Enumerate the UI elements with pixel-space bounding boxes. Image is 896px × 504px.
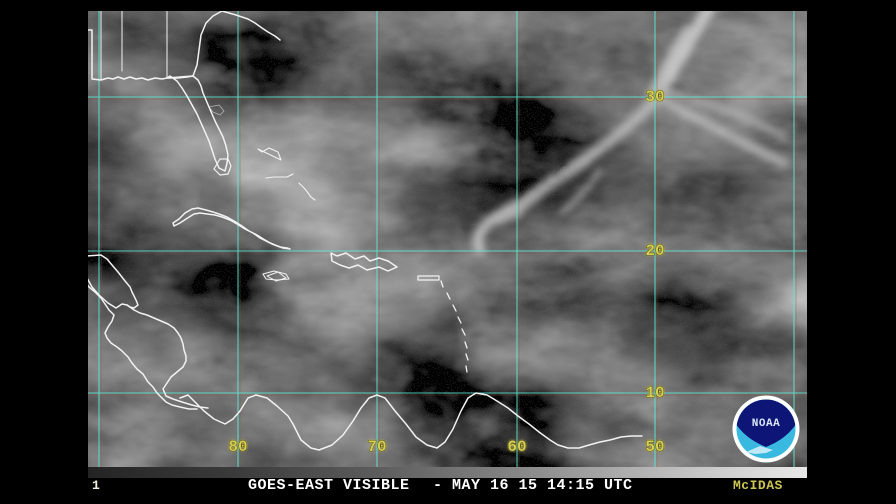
svg-text:- MAY 16 15 14:15 UTC: - MAY 16 15 14:15 UTC	[433, 477, 633, 494]
svg-text:McIDAS: McIDAS	[733, 478, 783, 493]
svg-text:60: 60	[507, 438, 526, 456]
svg-text:70: 70	[367, 438, 386, 456]
svg-text:1: 1	[92, 478, 100, 493]
svg-text:20: 20	[645, 242, 664, 260]
svg-text:80: 80	[228, 438, 247, 456]
svg-text:10: 10	[645, 384, 664, 402]
svg-text:NOAA: NOAA	[752, 418, 780, 430]
svg-text:30: 30	[645, 88, 664, 106]
svg-text:GOES-EAST VISIBLE: GOES-EAST VISIBLE	[248, 477, 410, 494]
svg-text:50: 50	[645, 438, 664, 456]
